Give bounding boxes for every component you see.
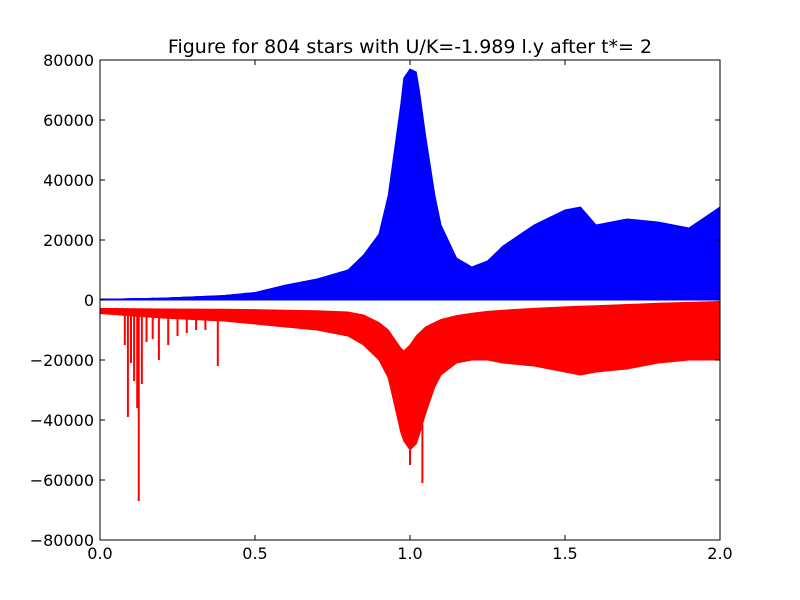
y-tick-label: −40000	[30, 411, 94, 430]
series-0	[100, 68, 720, 301]
x-tick-label: 0.0	[87, 544, 112, 563]
y-tick-label: −80000	[30, 531, 94, 550]
x-tick-label: 0.5	[242, 544, 267, 563]
y-tick-label: −60000	[30, 471, 94, 490]
plot-area	[100, 68, 720, 501]
y-tick-label: 80000	[43, 51, 94, 70]
y-tick-label: 20000	[43, 231, 94, 250]
series-line	[100, 79, 720, 300]
x-tick-label: 2.0	[707, 544, 732, 563]
y-tick-label: 40000	[43, 171, 94, 190]
axis-ticks: 0.0 0.5 1.0 1.5 2.0 80000 60000 40000 20000 0 −200…	[30, 51, 733, 563]
x-tick-label: 1.5	[552, 544, 577, 563]
x-tick-label: 1.0	[397, 544, 422, 563]
series-band	[100, 300, 720, 451]
y-tick-label: 0	[84, 291, 94, 310]
y-tick-label: −20000	[30, 351, 94, 370]
series-line	[100, 312, 720, 450]
chart-title: Figure for 804 stars with U/K=-1.989 l.y…	[168, 36, 652, 58]
series-1	[100, 300, 720, 501]
y-tick-label: 60000	[43, 111, 94, 130]
